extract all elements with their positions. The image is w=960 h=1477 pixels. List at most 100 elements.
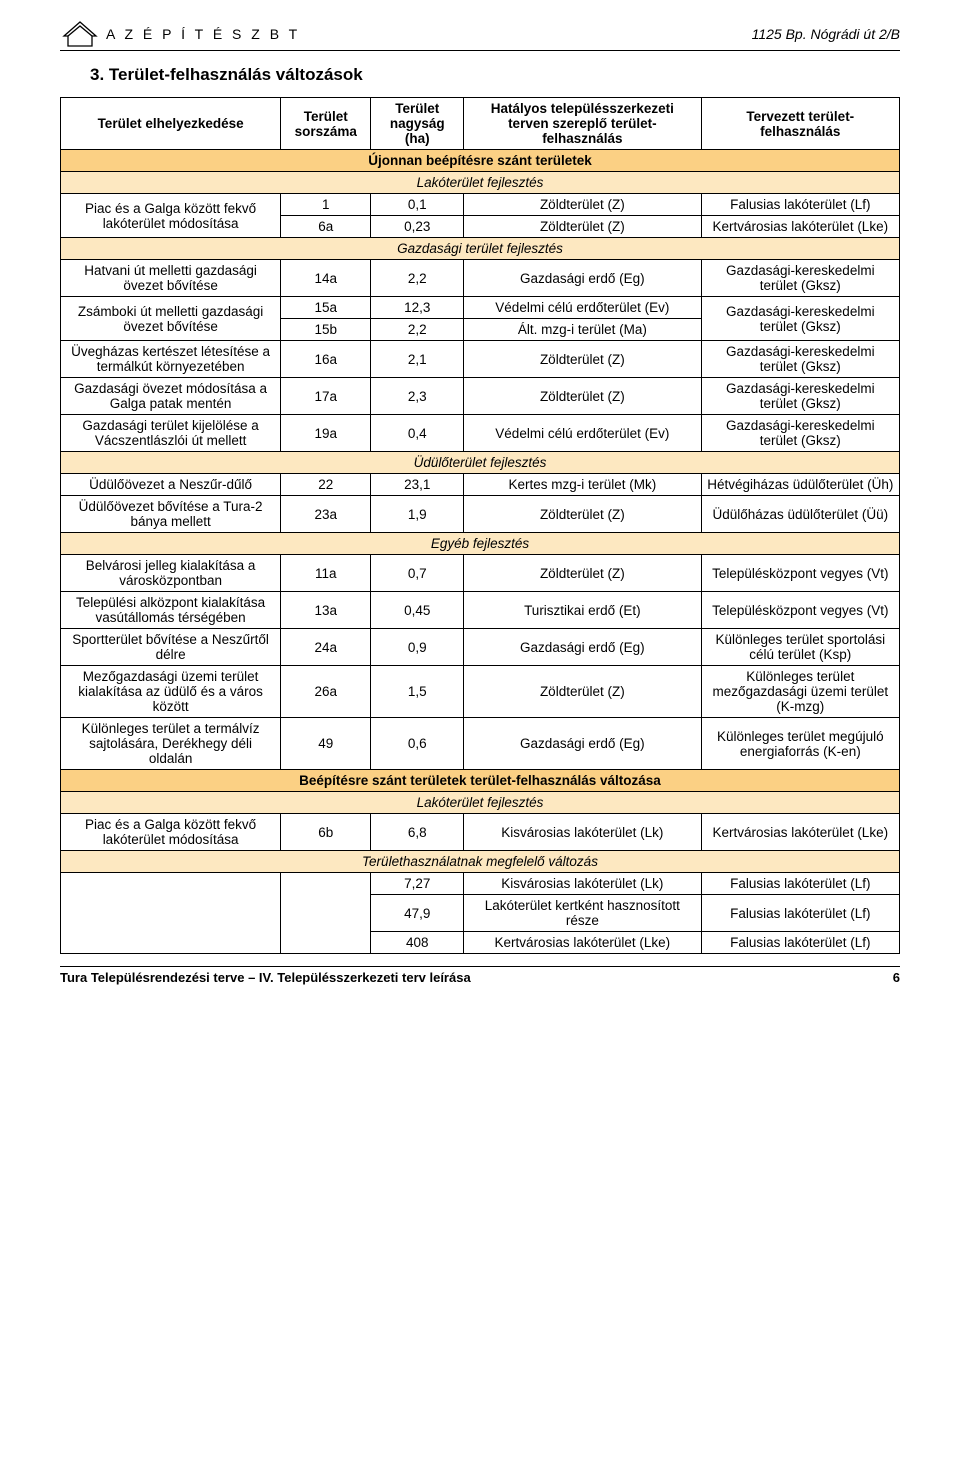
cell-loc: Különleges terület a termálvíz sajtolásá… xyxy=(61,718,281,770)
cell-cur: Zöldterület (Z) xyxy=(464,555,702,592)
cell-plan: Hétvégiházas üdülőterület (Üh) xyxy=(701,474,899,496)
table-row: Belvárosi jelleg kialakítása a városközp… xyxy=(61,555,900,592)
cell-ha: 2,2 xyxy=(371,260,464,297)
cell-num: 1 xyxy=(281,194,371,216)
table-row: Üdülőövezet a Neszűr-dűlő 22 23,1 Kertes… xyxy=(61,474,900,496)
cell-num: 26a xyxy=(281,666,371,718)
cell-plan: Különleges terület mezőgazdasági üzemi t… xyxy=(701,666,899,718)
cell-plan: Üdülőházas üdülőterület (Üü) xyxy=(701,496,899,533)
cell-ha: 0,45 xyxy=(371,592,464,629)
section-header: Beépítésre szánt területek terület-felha… xyxy=(61,770,900,792)
cell-num: 6a xyxy=(281,216,371,238)
cell-ha: 0,1 xyxy=(371,194,464,216)
col-location: Terület elhelyezkedése xyxy=(61,98,281,150)
col-number: Terület sorszáma xyxy=(281,98,371,150)
cell-empty xyxy=(61,873,281,954)
cell-plan: Településközpont vegyes (Vt) xyxy=(701,555,899,592)
page-number: 6 xyxy=(893,970,900,985)
header-address: 1125 Bp. Nógrádi út 2/B xyxy=(752,26,900,42)
cell-cur: Lakóterület kertként hasznosított része xyxy=(464,895,702,932)
cell-ha: 0,6 xyxy=(371,718,464,770)
cell-plan: Különleges terület megújuló energiaforrá… xyxy=(701,718,899,770)
company-name: A Z É P Í T É S Z B T xyxy=(106,26,300,42)
subsection-header: Területhasználatnak megfelelő változás xyxy=(61,851,900,873)
cell-num: 15a xyxy=(281,297,371,319)
cell-cur: Gazdasági erdő (Eg) xyxy=(464,629,702,666)
cell-loc: Települési alközpont kialakítása vasútál… xyxy=(61,592,281,629)
subsection-header: Gazdasági terület fejlesztés xyxy=(61,238,900,260)
table-row: Piac és a Galga között fekvő lakóterület… xyxy=(61,814,900,851)
cell-cur: Zöldterület (Z) xyxy=(464,341,702,378)
table-row: Gazdasági övezet módosítása a Galga pata… xyxy=(61,378,900,415)
cell-ha: 6,8 xyxy=(371,814,464,851)
cell-cur: Zöldterület (Z) xyxy=(464,194,702,216)
cell-cur: Kertvárosias lakóterület (Lke) xyxy=(464,932,702,954)
cell-cur: Ált. mzg-i terület (Ma) xyxy=(464,319,702,341)
cell-num: 23a xyxy=(281,496,371,533)
cell-cur: Kertes mzg-i terület (Mk) xyxy=(464,474,702,496)
cell-loc: Mezőgazdasági üzemi terület kialakítása … xyxy=(61,666,281,718)
cell-cur: Kisvárosias lakóterület (Lk) xyxy=(464,814,702,851)
section-header: Újonnan beépítésre szánt területek xyxy=(61,150,900,172)
cell-num: 15b xyxy=(281,319,371,341)
cell-cur: Gazdasági erdő (Eg) xyxy=(464,260,702,297)
subsection-header: Lakóterület fejlesztés xyxy=(61,172,900,194)
subsection-header: Egyéb fejlesztés xyxy=(61,533,900,555)
cell-ha: 7,27 xyxy=(371,873,464,895)
page-footer: Tura Településrendezési terve – IV. Tele… xyxy=(60,966,900,985)
cell-plan: Gazdasági-kereskedelmi terület (Gksz) xyxy=(701,297,899,341)
table-row: Hatvani út melletti gazdasági övezet bőv… xyxy=(61,260,900,297)
cell-num: 13a xyxy=(281,592,371,629)
table-row: Települési alközpont kialakítása vasútál… xyxy=(61,592,900,629)
cell-num: 49 xyxy=(281,718,371,770)
cell-plan: Gazdasági-kereskedelmi terület (Gksz) xyxy=(701,378,899,415)
cell-cur: Védelmi célú erdőterület (Ev) xyxy=(464,415,702,452)
cell-loc: Üvegházas kertészet létesítése a termálk… xyxy=(61,341,281,378)
cell-cur: Védelmi célú erdőterület (Ev) xyxy=(464,297,702,319)
cell-empty xyxy=(281,873,371,954)
landuse-table: Terület elhelyezkedése Terület sorszáma … xyxy=(60,97,900,954)
cell-ha: 1,9 xyxy=(371,496,464,533)
cell-ha: 47,9 xyxy=(371,895,464,932)
subsection-header: Üdülőterület fejlesztés xyxy=(61,452,900,474)
cell-cur: Zöldterület (Z) xyxy=(464,666,702,718)
cell-plan: Falusias lakóterület (Lf) xyxy=(701,932,899,954)
footer-title: Tura Településrendezési terve – IV. Tele… xyxy=(60,970,471,985)
cell-ha: 12,3 xyxy=(371,297,464,319)
cell-num: 16a xyxy=(281,341,371,378)
table-row: Gazdasági terület kijelölése a Vácszentl… xyxy=(61,415,900,452)
section-title: 3. Terület-felhasználás változások xyxy=(90,65,900,85)
cell-loc: Zsámboki út melletti gazdasági övezet bő… xyxy=(61,297,281,341)
cell-ha: 0,4 xyxy=(371,415,464,452)
cell-ha: 1,5 xyxy=(371,666,464,718)
cell-loc: Sportterület bővítése a Neszűrtől délre xyxy=(61,629,281,666)
cell-plan: Különleges terület sportolási célú terül… xyxy=(701,629,899,666)
col-size: Terület nagyság (ha) xyxy=(371,98,464,150)
cell-plan: Településközpont vegyes (Vt) xyxy=(701,592,899,629)
logo-icon xyxy=(60,20,100,48)
cell-plan: Falusias lakóterület (Lf) xyxy=(701,895,899,932)
cell-num: 11a xyxy=(281,555,371,592)
cell-num: 19a xyxy=(281,415,371,452)
col-current: Hatályos településszerkezeti terven szer… xyxy=(464,98,702,150)
cell-loc: Piac és a Galga között fekvő lakóterület… xyxy=(61,194,281,238)
cell-plan: Kertvárosias lakóterület (Lke) xyxy=(701,216,899,238)
cell-cur: Zöldterület (Z) xyxy=(464,496,702,533)
cell-loc: Gazdasági terület kijelölése a Vácszentl… xyxy=(61,415,281,452)
cell-plan: Falusias lakóterület (Lf) xyxy=(701,194,899,216)
cell-ha: 0,9 xyxy=(371,629,464,666)
cell-num: 14a xyxy=(281,260,371,297)
cell-loc: Belvárosi jelleg kialakítása a városközp… xyxy=(61,555,281,592)
cell-ha: 2,3 xyxy=(371,378,464,415)
cell-plan: Kertvárosias lakóterület (Lke) xyxy=(701,814,899,851)
cell-ha: 408 xyxy=(371,932,464,954)
table-row: Mezőgazdasági üzemi terület kialakítása … xyxy=(61,666,900,718)
cell-num: 22 xyxy=(281,474,371,496)
cell-plan: Gazdasági-kereskedelmi terület (Gksz) xyxy=(701,260,899,297)
cell-loc: Gazdasági övezet módosítása a Galga pata… xyxy=(61,378,281,415)
col-planned: Tervezett terület-felhasználás xyxy=(701,98,899,150)
table-row: Különleges terület a termálvíz sajtolásá… xyxy=(61,718,900,770)
cell-cur: Zöldterület (Z) xyxy=(464,378,702,415)
cell-loc: Hatvani út melletti gazdasági övezet bőv… xyxy=(61,260,281,297)
table-row: Üdülőövezet bővítése a Tura-2 bánya mell… xyxy=(61,496,900,533)
